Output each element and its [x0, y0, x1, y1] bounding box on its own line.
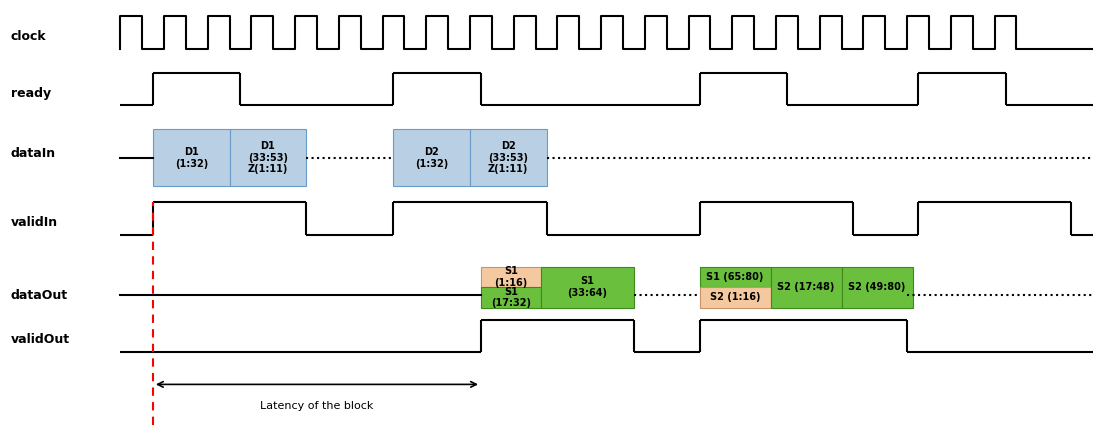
- Bar: [700, 267, 771, 287]
- Bar: [393, 129, 470, 186]
- Text: S1
(33:64): S1 (33:64): [567, 277, 608, 298]
- Bar: [481, 267, 541, 287]
- Text: D2
(1:32): D2 (1:32): [415, 147, 448, 169]
- Bar: [481, 287, 541, 308]
- Text: S1
(17:32): S1 (17:32): [491, 287, 531, 308]
- Bar: [153, 129, 230, 186]
- Text: validIn: validIn: [11, 216, 58, 229]
- Bar: [771, 267, 842, 308]
- Text: D2
(33:53)
Z(1:11): D2 (33:53) Z(1:11): [489, 141, 528, 174]
- Text: ready: ready: [11, 87, 51, 100]
- Bar: [230, 129, 306, 186]
- Text: dataIn: dataIn: [11, 147, 56, 160]
- Text: dataOut: dataOut: [11, 289, 68, 302]
- Text: validOut: validOut: [11, 333, 70, 347]
- Text: S2 (17:48): S2 (17:48): [777, 282, 835, 292]
- Bar: [470, 129, 546, 186]
- Text: S1 (65:80): S1 (65:80): [706, 272, 764, 282]
- Text: D1
(1:32): D1 (1:32): [175, 147, 208, 169]
- Text: S2 (1:16): S2 (1:16): [709, 292, 761, 302]
- Bar: [700, 287, 771, 308]
- Text: S2 (49:80): S2 (49:80): [848, 282, 906, 292]
- Text: D1
(33:53)
Z(1:11): D1 (33:53) Z(1:11): [248, 141, 287, 174]
- Text: clock: clock: [11, 30, 47, 43]
- Text: Latency of the block: Latency of the block: [260, 401, 374, 411]
- Bar: [541, 267, 634, 308]
- Text: S1
(1:16): S1 (1:16): [494, 267, 528, 288]
- Bar: [842, 267, 913, 308]
